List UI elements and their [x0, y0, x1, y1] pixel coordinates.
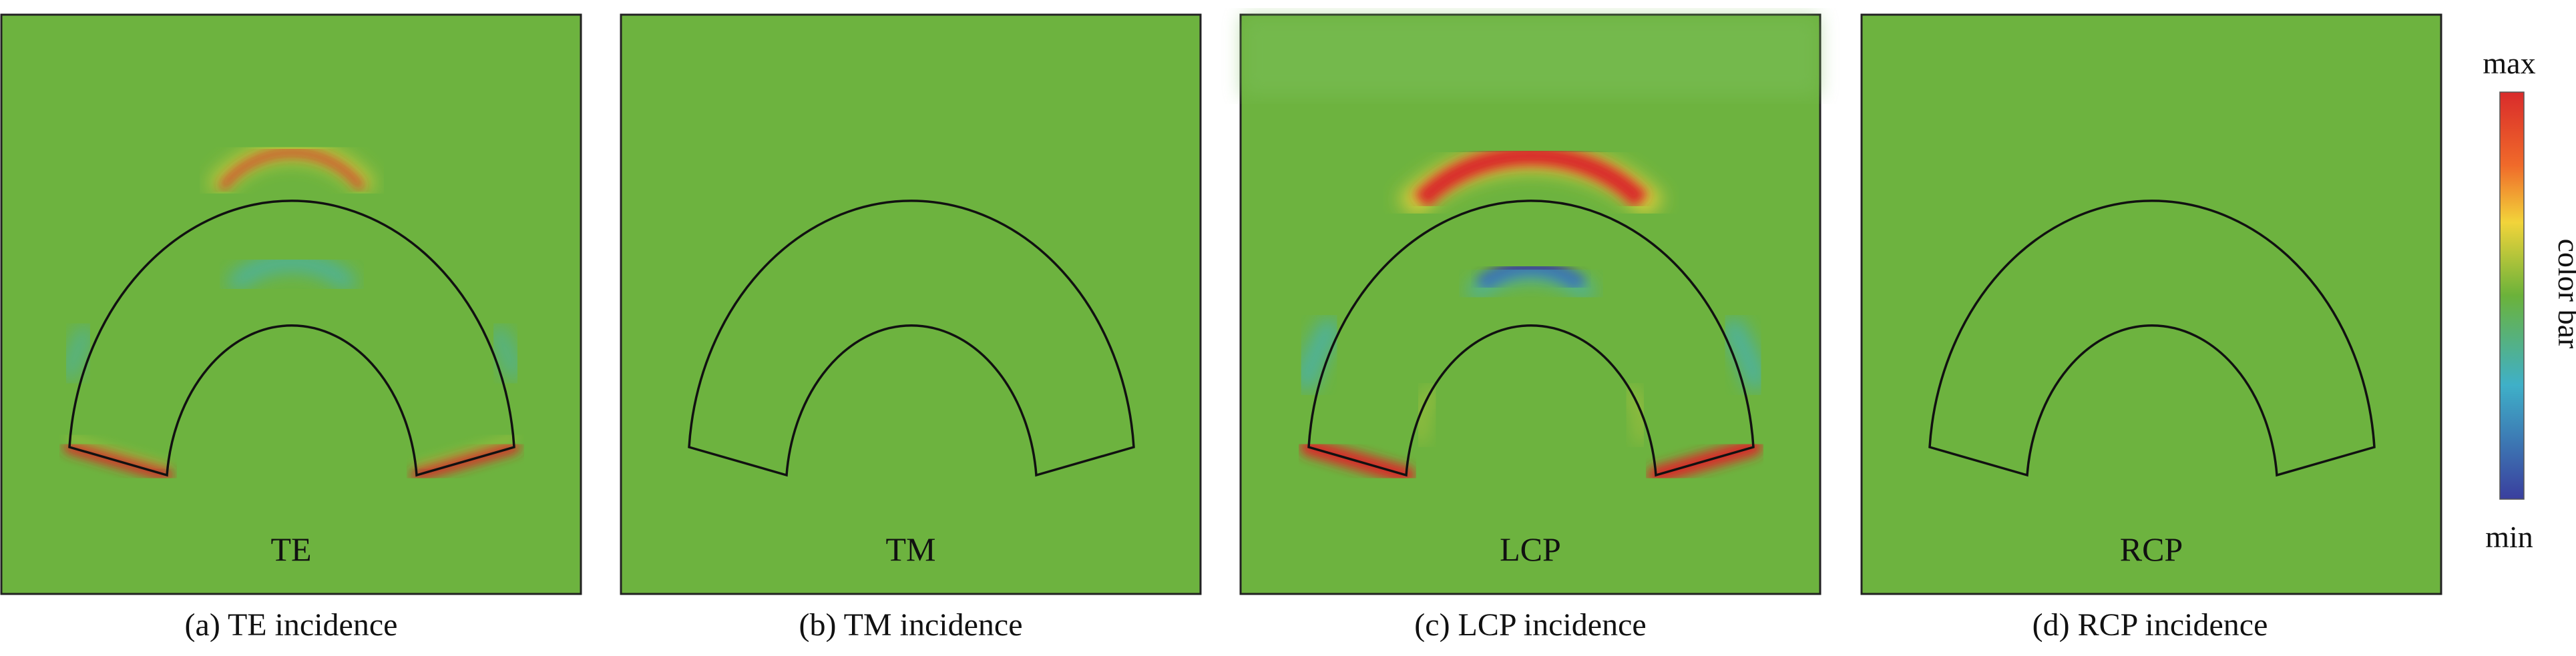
colorbar-gradient — [2499, 91, 2525, 500]
top-tint — [1242, 16, 1819, 96]
panel-label: TM — [886, 531, 936, 568]
panel-caption: (d) RCP incidence — [2032, 607, 2268, 643]
panel-background — [0, 13, 582, 595]
panel-label: RCP — [2120, 531, 2183, 568]
panel-background — [1239, 13, 1821, 595]
panel-label: TE — [270, 531, 311, 568]
panel-caption: (c) LCP incidence — [1414, 607, 1646, 643]
panel-te: TE — [0, 13, 582, 595]
colorbar-title: color bar — [2552, 239, 2576, 349]
colorbar-min-label: min — [2485, 520, 2533, 554]
panel-lcp: LCP — [1239, 13, 1821, 595]
arc-outline — [1307, 200, 1755, 477]
panel-caption: (a) TE incidence — [185, 607, 398, 643]
panel-caption: (b) TM incidence — [799, 607, 1023, 643]
panel-background — [620, 13, 1202, 595]
panel-rcp: RCP — [1860, 13, 2442, 595]
arc-outline — [1928, 200, 2376, 477]
panel-background — [1860, 13, 2442, 595]
arc-outline — [688, 200, 1135, 477]
colorbar: max min color bar — [2483, 46, 2576, 554]
colorbar-max-label: max — [2483, 46, 2535, 80]
panel-label: LCP — [1500, 531, 1561, 568]
arc-outline — [68, 200, 515, 477]
panel-tm: TM — [620, 13, 1202, 595]
